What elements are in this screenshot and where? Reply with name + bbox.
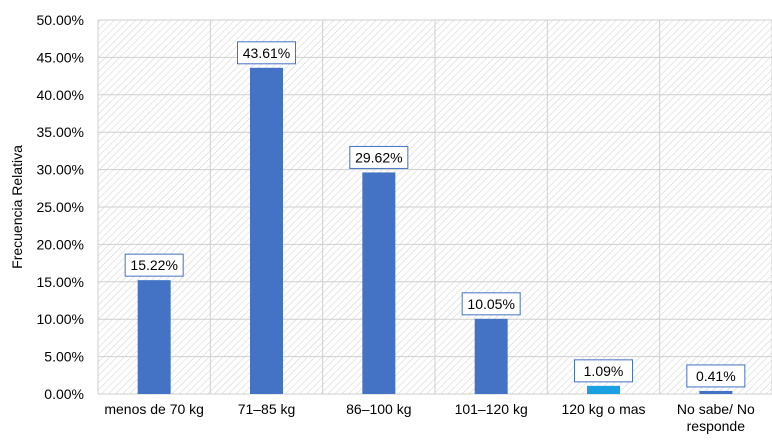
x-tick-label: No sabe/ No responde <box>677 401 755 434</box>
y-tick-label: 20.00% <box>37 236 84 252</box>
bar <box>699 390 733 394</box>
y-axis-ticks: 0.00% 5.00% 10.00% 15.00% 20.00% 25.00% 30.00%… <box>37 12 84 402</box>
data-label: 0.41% <box>696 368 736 384</box>
data-label-box <box>461 292 521 316</box>
x-tick-label: 71–85 kg <box>238 401 296 417</box>
y-tick-label: 25.00% <box>37 199 84 215</box>
y-tick-label: 50.00% <box>37 12 84 28</box>
y-tick-label: 0.00% <box>44 386 84 402</box>
y-tick-label: 30.00% <box>37 162 84 178</box>
data-label: 1.09% <box>584 363 624 379</box>
x-tick-label: menos de 70 kg <box>104 401 204 417</box>
bars: 15.22% 43.61% 29.62% 10.05% 1.09% 0.41% <box>124 41 746 394</box>
data-label: 15.22% <box>130 257 177 273</box>
x-tick-label: 101–120 kg <box>455 401 528 417</box>
y-tick-label: 45.00% <box>37 49 84 65</box>
y-tick-label: 10.00% <box>37 311 84 327</box>
data-label-box <box>574 359 633 383</box>
y-tick-label: 35.00% <box>37 124 84 140</box>
data-label-box <box>349 145 409 169</box>
y-axis-label: Frecuencia Relativa <box>9 145 25 269</box>
data-label-box <box>124 253 184 277</box>
bar <box>137 280 171 394</box>
data-label: 29.62% <box>355 149 402 165</box>
y-tick-label: 15.00% <box>37 274 84 290</box>
data-label: 43.61% <box>243 45 290 61</box>
x-tick-label: 120 kg o mas <box>561 401 645 417</box>
data-label-box <box>237 41 296 65</box>
bar <box>587 385 620 394</box>
y-tick-label: 5.00% <box>44 349 84 365</box>
data-label-box <box>686 364 746 388</box>
x-axis-categories: menos de 70 kg 71–85 kg 86–100 kg 101–120 k… <box>104 401 755 434</box>
data-label: 10.05% <box>467 296 514 312</box>
bar <box>362 172 396 394</box>
x-tick-label: 86–100 kg <box>346 401 411 417</box>
bar <box>250 67 283 394</box>
grid-lines <box>97 19 772 395</box>
bar <box>474 318 508 394</box>
y-tick-label: 40.00% <box>37 87 84 103</box>
